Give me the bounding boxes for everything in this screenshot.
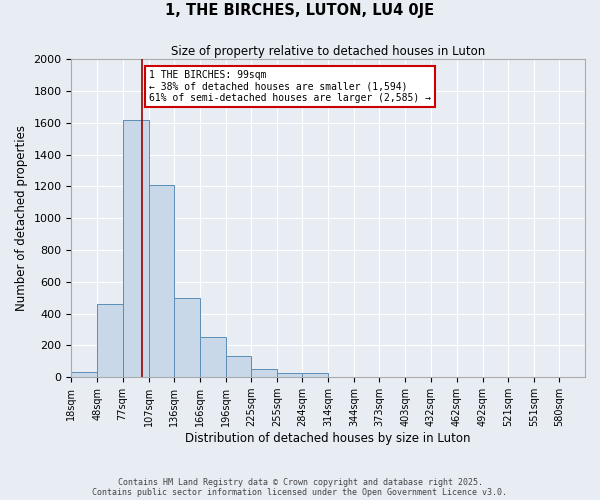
Y-axis label: Number of detached properties: Number of detached properties	[15, 125, 28, 311]
Title: Size of property relative to detached houses in Luton: Size of property relative to detached ho…	[171, 45, 485, 58]
Bar	[149, 185, 174, 377]
Bar	[122, 120, 149, 377]
Bar	[277, 373, 302, 377]
Bar	[174, 298, 200, 377]
Text: 1, THE BIRCHES, LUTON, LU4 0JE: 1, THE BIRCHES, LUTON, LU4 0JE	[166, 3, 434, 18]
Bar	[251, 370, 277, 377]
Bar	[71, 372, 97, 377]
Bar	[200, 338, 226, 377]
Bar	[302, 373, 328, 377]
Text: 1 THE BIRCHES: 99sqm
← 38% of detached houses are smaller (1,594)
61% of semi-de: 1 THE BIRCHES: 99sqm ← 38% of detached h…	[149, 70, 431, 104]
Text: Contains HM Land Registry data © Crown copyright and database right 2025.
Contai: Contains HM Land Registry data © Crown c…	[92, 478, 508, 497]
Bar	[226, 356, 251, 377]
Bar	[97, 304, 122, 377]
X-axis label: Distribution of detached houses by size in Luton: Distribution of detached houses by size …	[185, 432, 471, 445]
